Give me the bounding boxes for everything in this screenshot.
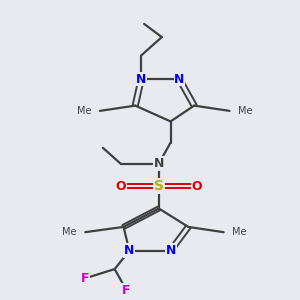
Text: N: N xyxy=(165,244,176,257)
Text: N: N xyxy=(174,73,184,86)
Text: S: S xyxy=(154,179,164,193)
Text: N: N xyxy=(154,157,164,170)
Text: Me: Me xyxy=(232,227,247,237)
Text: Me: Me xyxy=(238,106,253,116)
Text: Me: Me xyxy=(62,227,76,237)
Text: F: F xyxy=(81,272,89,285)
Text: F: F xyxy=(122,284,131,297)
Text: O: O xyxy=(115,179,126,193)
Text: Me: Me xyxy=(76,106,91,116)
Text: N: N xyxy=(124,244,135,257)
Text: O: O xyxy=(192,179,203,193)
Text: N: N xyxy=(136,73,146,86)
